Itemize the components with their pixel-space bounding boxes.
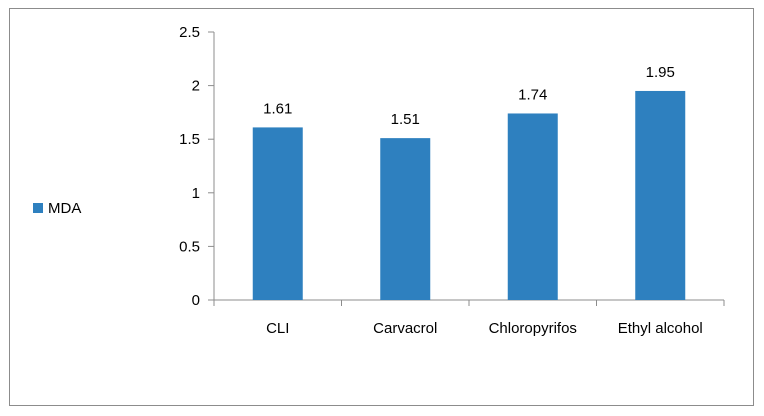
data-label: 1.74 bbox=[518, 86, 547, 103]
x-category-label: Ethyl alcohol bbox=[618, 320, 703, 337]
legend-label: MDA bbox=[48, 200, 81, 217]
y-tick-label: 0.5 bbox=[179, 238, 200, 255]
y-tick-label: 0 bbox=[192, 292, 200, 309]
data-label: 1.51 bbox=[391, 111, 420, 128]
legend-swatch bbox=[33, 203, 43, 213]
labels: 1.61 CLI 1.51 Carvacrol 1.74 Chloropyrifos 1.9… bbox=[263, 64, 703, 337]
x-category-label: Chloropyrifos bbox=[489, 320, 577, 337]
y-tick-label: 1.5 bbox=[179, 131, 200, 148]
bar bbox=[635, 90, 686, 301]
y-tick-label: 1 bbox=[192, 185, 200, 202]
bar bbox=[380, 138, 431, 300]
y-tick-label: 2.5 bbox=[179, 24, 200, 41]
x-category-label: Carvacrol bbox=[373, 320, 437, 337]
y-tick-label: 2 bbox=[192, 78, 200, 95]
bar bbox=[252, 127, 303, 301]
bars bbox=[252, 90, 686, 301]
data-label: 1.95 bbox=[646, 64, 675, 81]
bar bbox=[507, 113, 558, 300]
x-category-label: CLI bbox=[266, 320, 289, 337]
legend: MDA bbox=[33, 200, 81, 217]
data-label: 1.61 bbox=[263, 100, 292, 117]
